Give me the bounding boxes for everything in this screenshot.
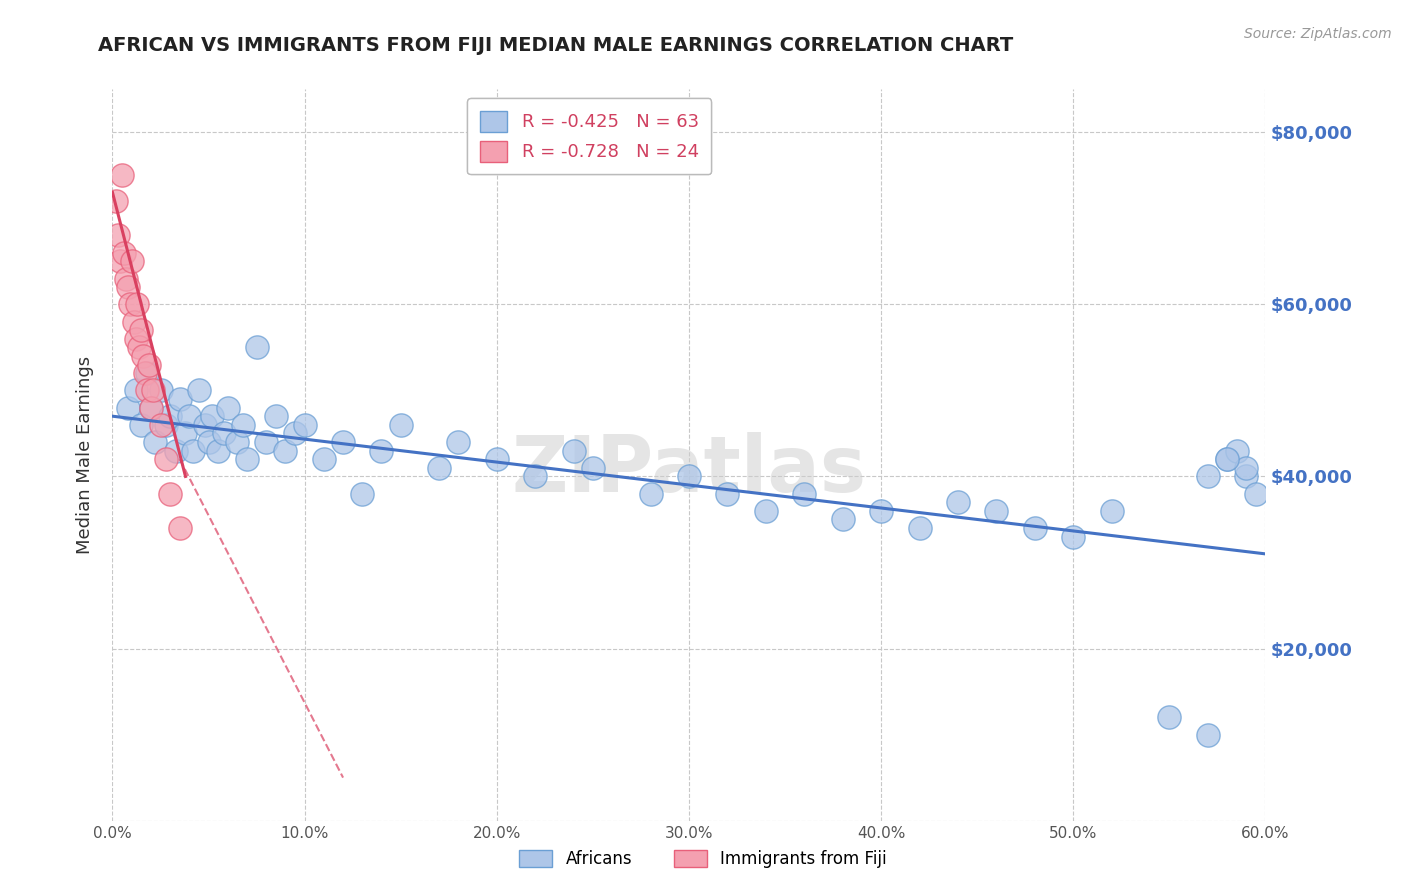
- Legend: Africans, Immigrants from Fiji: Africans, Immigrants from Fiji: [512, 843, 894, 875]
- Text: Source: ZipAtlas.com: Source: ZipAtlas.com: [1244, 27, 1392, 41]
- Text: ZIPatlas: ZIPatlas: [512, 432, 866, 508]
- Point: [159, 486, 181, 500]
- Point: [124, 384, 146, 398]
- Point: [149, 417, 172, 432]
- Text: AFRICAN VS IMMIGRANTS FROM FIJI MEDIAN MALE EARNINGS CORRELATION CHART: AFRICAN VS IMMIGRANTS FROM FIJI MEDIAN M…: [98, 36, 1014, 54]
- Point: [149, 384, 172, 398]
- Point: [155, 452, 177, 467]
- Point: [264, 409, 287, 424]
- Point: [226, 435, 249, 450]
- Point: [105, 194, 128, 208]
- Point: [716, 486, 738, 500]
- Point: [332, 435, 354, 450]
- Point: [755, 504, 778, 518]
- Point: [1197, 469, 1219, 483]
- Point: [294, 417, 316, 432]
- Point: [122, 314, 145, 328]
- Point: [1024, 521, 1046, 535]
- Point: [1244, 486, 1267, 500]
- Point: [143, 435, 166, 450]
- Point: [142, 384, 165, 398]
- Point: [112, 245, 135, 260]
- Point: [129, 323, 153, 337]
- Point: [246, 340, 269, 354]
- Point: [139, 401, 162, 415]
- Point: [159, 409, 181, 424]
- Point: [117, 280, 139, 294]
- Point: [640, 486, 662, 500]
- Point: [111, 168, 134, 182]
- Point: [986, 504, 1008, 518]
- Point: [169, 521, 191, 535]
- Point: [427, 460, 450, 475]
- Point: [370, 443, 392, 458]
- Point: [678, 469, 700, 483]
- Point: [194, 417, 217, 432]
- Point: [1216, 452, 1239, 467]
- Point: [870, 504, 893, 518]
- Point: [139, 401, 162, 415]
- Point: [134, 366, 156, 380]
- Point: [188, 384, 211, 398]
- Point: [1101, 504, 1123, 518]
- Point: [562, 443, 585, 458]
- Point: [312, 452, 335, 467]
- Point: [1234, 460, 1257, 475]
- Point: [138, 358, 160, 372]
- Point: [121, 254, 143, 268]
- Point: [524, 469, 547, 483]
- Point: [124, 332, 146, 346]
- Point: [274, 443, 297, 458]
- Point: [1062, 530, 1084, 544]
- Point: [115, 271, 138, 285]
- Point: [174, 426, 197, 441]
- Point: [127, 297, 149, 311]
- Point: [254, 435, 277, 450]
- Point: [1197, 728, 1219, 742]
- Point: [117, 401, 139, 415]
- Point: [108, 254, 131, 268]
- Point: [284, 426, 307, 441]
- Point: [793, 486, 815, 500]
- Point: [201, 409, 224, 424]
- Point: [908, 521, 931, 535]
- Point: [485, 452, 508, 467]
- Point: [217, 401, 239, 415]
- Point: [129, 417, 153, 432]
- Point: [352, 486, 374, 500]
- Point: [1226, 443, 1249, 458]
- Point: [447, 435, 470, 450]
- Point: [118, 297, 141, 311]
- Point: [389, 417, 412, 432]
- Point: [212, 426, 235, 441]
- Point: [165, 443, 187, 458]
- Point: [831, 512, 853, 526]
- Point: [197, 435, 219, 450]
- Point: [1234, 469, 1257, 483]
- Point: [128, 340, 150, 354]
- Point: [181, 443, 204, 458]
- Point: [1216, 452, 1239, 467]
- Point: [179, 409, 201, 424]
- Point: [136, 384, 159, 398]
- Point: [582, 460, 605, 475]
- Point: [132, 349, 155, 363]
- Point: [1159, 710, 1181, 724]
- Point: [169, 392, 191, 406]
- Point: [232, 417, 254, 432]
- Point: [236, 452, 259, 467]
- Point: [946, 495, 969, 509]
- Point: [136, 366, 159, 380]
- Legend: R = -0.425   N = 63, R = -0.728   N = 24: R = -0.425 N = 63, R = -0.728 N = 24: [467, 98, 711, 174]
- Point: [207, 443, 229, 458]
- Point: [155, 417, 177, 432]
- Point: [107, 228, 129, 243]
- Y-axis label: Median Male Earnings: Median Male Earnings: [76, 356, 94, 554]
